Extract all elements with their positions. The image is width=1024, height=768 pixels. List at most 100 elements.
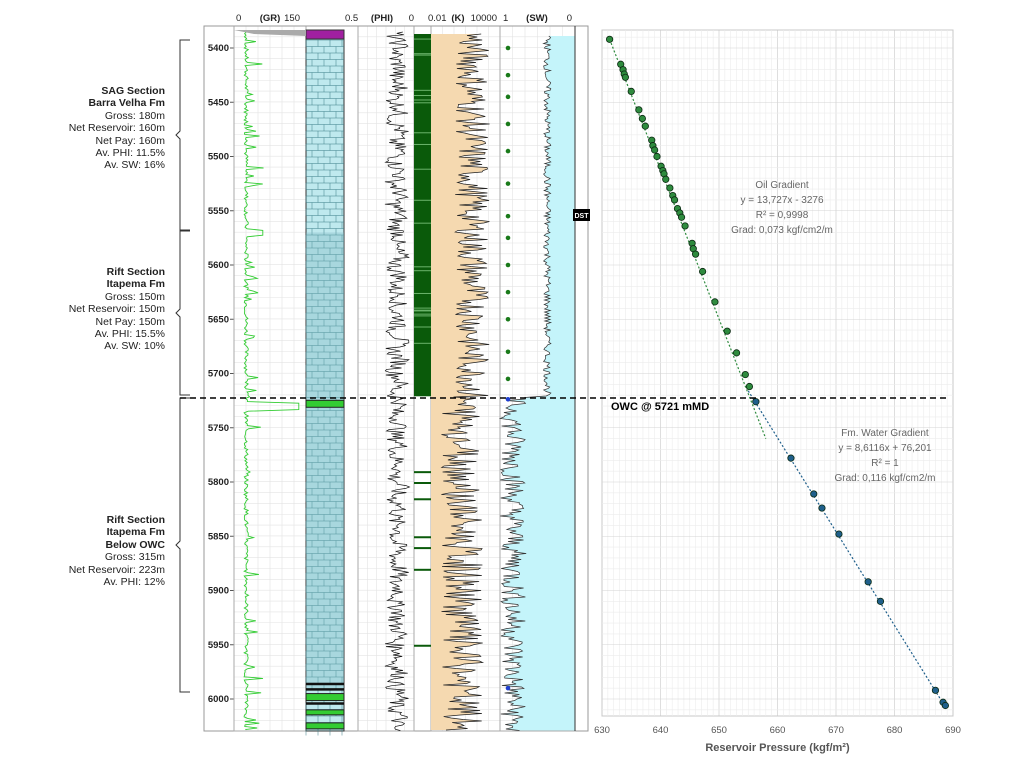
pretest-point xyxy=(505,72,511,78)
pretest-point xyxy=(505,316,511,322)
pay-flag-mark xyxy=(414,536,431,539)
pretest-point xyxy=(505,376,511,382)
depth-tick-label: 5850 xyxy=(208,531,229,542)
section-summary-below-owc: Rift Section Itapema Fm Below OWC Gross:… xyxy=(0,514,165,588)
pay-flag-break xyxy=(414,315,431,317)
depth-tick-label: 5650 xyxy=(208,314,229,325)
data-point xyxy=(621,73,630,81)
lithology-green-band xyxy=(305,722,345,730)
section-stat: Av. PHI: 11.5% xyxy=(95,147,165,160)
x-axis-title: Reservoir Pressure (kgf/m²) xyxy=(705,742,850,754)
pay-flag-break xyxy=(414,292,431,294)
section-stat: Av. PHI: 12% xyxy=(103,576,165,589)
oil-gradient-title: Oil Gradient xyxy=(755,180,809,191)
section-bracket xyxy=(175,39,190,231)
data-point xyxy=(723,327,731,335)
oil-gradient-grad: Grad: 0,073 kgf/cm2/m xyxy=(731,225,833,236)
lithology-column xyxy=(305,29,345,732)
data-point xyxy=(635,106,643,114)
pay-flag-mark xyxy=(414,644,431,647)
pretest-point xyxy=(505,148,511,154)
water-gradient-grad: Grad: 0,116 kgf/cm2/m xyxy=(835,473,936,484)
pay-flag-mark xyxy=(414,471,431,474)
pay-flag-break xyxy=(414,309,431,311)
pay-flag-mark xyxy=(414,482,431,484)
water-gradient-equation: y = 8,6116x + 76,201 xyxy=(838,443,932,454)
data-point xyxy=(662,175,670,183)
section-title: SAG Section xyxy=(101,85,165,97)
dst-label: DST xyxy=(575,213,590,220)
x-tick-label: 680 xyxy=(887,725,903,736)
x-tick-label: 640 xyxy=(653,725,669,736)
data-point xyxy=(745,382,754,391)
section-formation: Itapema Fm xyxy=(106,526,165,539)
pay-flag-mark xyxy=(414,547,431,550)
lithology-dark-band xyxy=(306,688,344,691)
pay-flag-break xyxy=(414,54,431,56)
gr-curve xyxy=(242,31,300,731)
depth-tick-label: 5400 xyxy=(208,43,229,54)
depth-tick-label: 5900 xyxy=(208,586,229,597)
pay-flag-column xyxy=(414,34,431,397)
depth-tick-label: 5600 xyxy=(208,260,229,271)
data-point xyxy=(681,222,689,230)
data-point xyxy=(670,196,679,204)
pretest-point xyxy=(505,235,511,241)
section-subtitle: Below OWC xyxy=(105,538,166,551)
lithology-top-layer xyxy=(305,29,345,40)
data-point xyxy=(627,87,635,96)
pay-flag-break xyxy=(414,270,431,272)
data-point xyxy=(638,114,646,123)
pay-flag-break xyxy=(414,313,431,315)
pay-flag-break xyxy=(414,38,431,40)
sw-scale-max: 0 xyxy=(567,13,572,24)
pretest-point xyxy=(505,685,511,691)
pressure-depth-chart: 630 640 650 660 670 680 690 Reservoir Pressure … xyxy=(594,29,961,754)
pay-flag-break xyxy=(414,326,431,328)
pay-flag-mark xyxy=(414,498,431,501)
x-tick-label: 670 xyxy=(828,725,844,736)
phi-track-label: (PHI) xyxy=(371,13,393,24)
data-point xyxy=(876,597,885,605)
depth-tick-label: 5800 xyxy=(208,477,229,488)
pay-flag-break xyxy=(414,307,431,309)
pay-flag-break xyxy=(414,199,431,201)
k-track-label: (K) xyxy=(451,13,464,24)
gr-track-label: (GR) xyxy=(260,13,281,24)
oil-gradient-equation: y = 13,727x - 3276 xyxy=(740,195,824,206)
data-point xyxy=(941,701,949,710)
pay-flag-break xyxy=(414,53,431,55)
pay-flag-break xyxy=(414,132,431,134)
pay-flag-break xyxy=(414,310,431,312)
lithology-dark-band xyxy=(306,702,344,705)
pay-flag-break xyxy=(414,102,431,104)
pay-flag-break xyxy=(414,168,431,170)
well-log-panel: 5400 5450 5500 5550 5600 5650 5700 5750 5800 5850… xyxy=(175,13,590,736)
sw-scale-min: 1 xyxy=(503,13,508,24)
gr-scale-min: 0 xyxy=(236,13,241,24)
section-stat: Av. SW: 10% xyxy=(104,340,165,353)
pretest-point xyxy=(505,349,511,355)
pretest-point xyxy=(505,181,511,186)
section-summary-sag: SAG Section Barra Velha Fm Gross: 180m N… xyxy=(0,85,165,172)
data-point xyxy=(651,146,659,154)
x-tick-label: 660 xyxy=(770,725,786,736)
data-point xyxy=(677,213,686,221)
section-stat: Gross: 150m xyxy=(104,290,165,303)
depth-tick-label: 5750 xyxy=(208,423,229,434)
sw-curve xyxy=(498,35,553,731)
sw-track-label: (SW) xyxy=(526,13,548,24)
data-point xyxy=(810,490,818,498)
pay-flag-break xyxy=(414,222,431,224)
depth-tick-label: 5500 xyxy=(208,152,229,163)
phi-scale-max: 0 xyxy=(409,13,414,24)
depth-tick-label: 6000 xyxy=(208,694,229,705)
section-bracket xyxy=(175,230,190,396)
pretest-point xyxy=(505,45,511,51)
x-tick-label: 650 xyxy=(711,725,727,736)
pretest-point xyxy=(505,396,511,402)
k-scale-max: 10000 xyxy=(471,13,497,24)
section-brackets xyxy=(175,39,190,693)
lithology-green-band xyxy=(305,709,345,716)
